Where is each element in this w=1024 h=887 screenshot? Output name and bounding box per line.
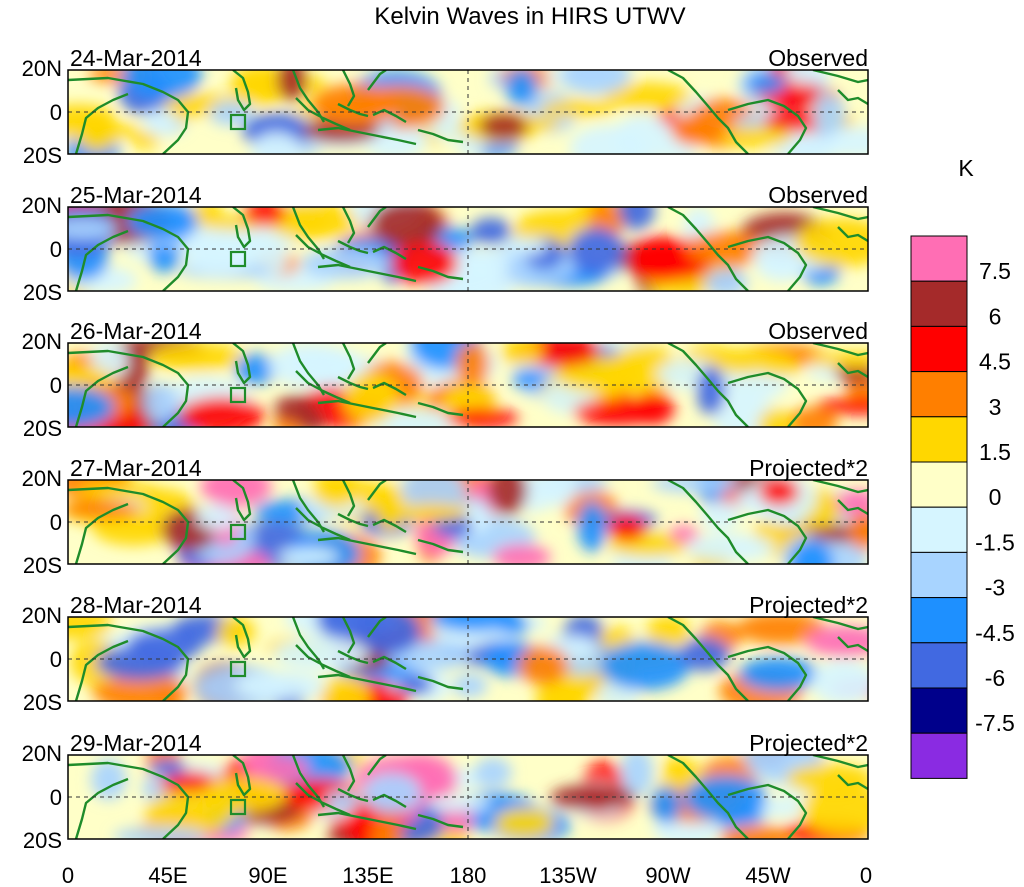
panel-type: Observed: [768, 318, 868, 344]
lat-tick-label: 0: [50, 647, 62, 672]
lon-tick-label: 0: [62, 863, 74, 887]
panel-frame: [67, 69, 869, 155]
region-box: [229, 660, 247, 678]
panel-frame: [67, 754, 869, 840]
lon-tick-label: 45E: [148, 863, 187, 887]
panel-type: Observed: [768, 45, 868, 71]
coastline: [68, 480, 868, 564]
map-panel: 20N 0 20S 29-Mar-2014 Projected*2: [22, 730, 869, 853]
colorbar-swatch: [910, 280, 968, 327]
lat-tick-label: 20N: [22, 741, 62, 766]
panel-type: Projected*2: [749, 730, 868, 756]
region-box: [229, 113, 247, 131]
lat-tick-label: 20S: [23, 143, 62, 168]
panel-date: 28-Mar-2014: [70, 592, 202, 618]
lat-tick-label: 0: [50, 237, 62, 262]
colorbar-label: 7.5: [979, 258, 1011, 284]
lon-tick-label: 45W: [745, 863, 790, 887]
figure-title: Kelvin Waves in HIRS UTWV: [374, 3, 685, 30]
lat-tick-label: 20S: [23, 828, 62, 853]
lon-tick-label: 135W: [539, 863, 597, 887]
colorbar-swatch: [910, 325, 968, 373]
lat-tick-label: 20N: [22, 329, 62, 354]
panel-frame: [67, 616, 869, 702]
colorbar-label: 3: [989, 394, 1002, 420]
colorbar-swatch: [910, 687, 968, 734]
panel-date: 27-Mar-2014: [70, 455, 202, 481]
colorbar-swatch: [910, 235, 968, 282]
colorbar: K 7.5 6 4.5 3 1.5 0 -1.5 -3 -4.5 -6 -7.5: [910, 155, 1015, 779]
lat-tick-label: 20N: [22, 193, 62, 218]
anomaly-field: [68, 617, 868, 701]
anomaly-field: [68, 207, 868, 291]
map-panel: 20N 0 20S 25-Mar-2014 Observed: [22, 182, 869, 305]
colorbar-label: -7.5: [975, 710, 1015, 736]
map-panel: 20N 0 20S 27-Mar-2014 Projected*2: [22, 455, 869, 578]
colorbar-swatch: [910, 732, 968, 779]
lat-tick-label: 20N: [22, 466, 62, 491]
region-box: [229, 798, 247, 816]
colorbar-label: 1.5: [979, 439, 1011, 465]
map-panel: 20N 0 20S 26-Mar-2014 Observed: [22, 318, 869, 441]
coastline: [68, 343, 868, 427]
lon-tick-label: 180: [450, 863, 487, 887]
lon-tick-label: 135E: [342, 863, 393, 887]
colorbar-unit: K: [958, 155, 974, 181]
lat-tick-label: 20S: [23, 416, 62, 441]
panel-date: 26-Mar-2014: [70, 318, 202, 344]
coastline: [68, 70, 868, 154]
colorbar-swatch: [910, 642, 968, 689]
lat-tick-label: 0: [50, 785, 62, 810]
map-panel: 20N 0 20S 28-Mar-2014 Projected*2: [22, 592, 869, 715]
panel-frame: [67, 479, 869, 565]
region-box: [229, 250, 247, 268]
lat-tick-label: 0: [50, 510, 62, 535]
region-box: [229, 386, 247, 404]
lat-tick-label: 0: [50, 373, 62, 398]
longitude-axis: 0 45E 90E 135E 180 135W 90W 45W 0: [62, 863, 872, 887]
region-box: [229, 523, 247, 541]
panel-frame: [67, 206, 869, 292]
lon-tick-label: 0: [860, 863, 872, 887]
map-panels: 20N 0 20S 24-Mar-2014 Observed 20N 0 20S 25-Mar-…: [22, 45, 869, 853]
lat-tick-label: 0: [50, 100, 62, 125]
colorbar-label: 6: [989, 303, 1002, 329]
colorbar-swatch: [910, 551, 968, 599]
colorbar-swatch: [910, 597, 968, 644]
panel-frame: [67, 342, 869, 428]
panel-type: Observed: [768, 182, 868, 208]
colorbar-label: 0: [989, 484, 1002, 510]
colorbar-label: -6: [985, 665, 1005, 691]
anomaly-field: [68, 343, 868, 427]
panel-date: 29-Mar-2014: [70, 730, 202, 756]
colorbar-label: 4.5: [979, 349, 1011, 375]
colorbar-swatch: [910, 461, 968, 508]
panel-date: 25-Mar-2014: [70, 182, 202, 208]
lat-tick-label: 20N: [22, 603, 62, 628]
coastline: [68, 207, 868, 291]
lat-tick-label: 20S: [23, 553, 62, 578]
colorbar-label: -4.5: [975, 620, 1015, 646]
lat-tick-label: 20S: [23, 690, 62, 715]
lat-tick-label: 20N: [22, 56, 62, 81]
lon-tick-label: 90E: [248, 863, 287, 887]
panel-date: 24-Mar-2014: [70, 45, 202, 71]
lat-tick-label: 20S: [23, 280, 62, 305]
anomaly-field: [90, 755, 868, 839]
panel-type: Projected*2: [749, 455, 868, 481]
colorbar-swatch: [910, 416, 968, 463]
map-panel: 20N 0 20S 24-Mar-2014 Observed: [22, 45, 869, 168]
colorbar-label: -3: [985, 575, 1005, 601]
lon-tick-label: 90W: [645, 863, 690, 887]
coastline: [68, 755, 868, 839]
coastline: [68, 617, 868, 701]
colorbar-swatch: [910, 506, 968, 553]
colorbar-swatch: [910, 371, 968, 418]
panel-type: Projected*2: [749, 592, 868, 618]
colorbar-label: -1.5: [975, 529, 1015, 555]
